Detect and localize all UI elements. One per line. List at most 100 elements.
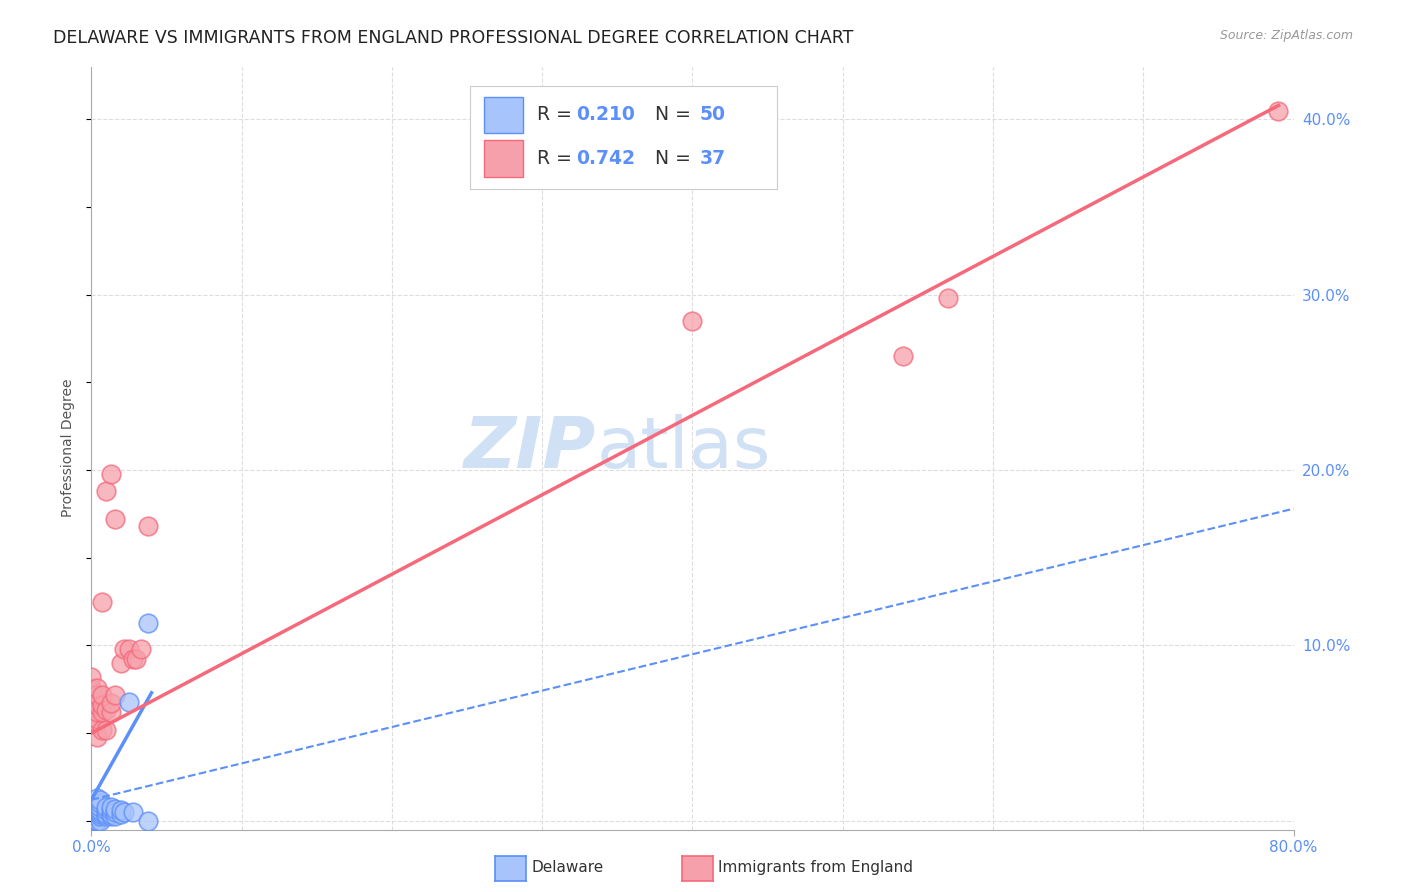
Point — [90, 688, 112, 702]
Point — [89, 793, 111, 807]
Text: 0.742: 0.742 — [576, 149, 636, 168]
Point — [86, 806, 108, 821]
Point — [86, 808, 108, 822]
FancyBboxPatch shape — [485, 140, 523, 177]
Text: atlas: atlas — [596, 414, 770, 483]
Point — [891, 349, 914, 363]
Point — [138, 615, 160, 630]
Point — [104, 801, 127, 815]
Text: DELAWARE VS IMMIGRANTS FROM ENGLAND PROFESSIONAL DEGREE CORRELATION CHART: DELAWARE VS IMMIGRANTS FROM ENGLAND PROF… — [53, 29, 853, 46]
Point — [118, 695, 141, 709]
Point — [80, 808, 103, 822]
Point — [89, 806, 111, 821]
Point — [104, 805, 127, 819]
FancyBboxPatch shape — [470, 86, 776, 189]
FancyBboxPatch shape — [485, 96, 523, 133]
Point — [80, 805, 103, 819]
Point — [100, 467, 122, 481]
Point — [122, 805, 145, 819]
Point — [138, 814, 160, 828]
Point — [86, 805, 108, 819]
Text: ZIP: ZIP — [464, 414, 596, 483]
Point — [90, 705, 112, 719]
Point — [86, 715, 108, 730]
Point — [86, 791, 108, 805]
Text: Delaware: Delaware — [531, 860, 603, 874]
Point — [104, 808, 127, 822]
Point — [96, 808, 118, 822]
Text: N =: N = — [643, 149, 697, 168]
Point — [89, 803, 111, 817]
Point — [122, 652, 145, 666]
Point — [86, 803, 108, 817]
Point — [86, 799, 108, 814]
Point — [681, 314, 703, 328]
Point — [110, 806, 132, 821]
Text: 50: 50 — [700, 105, 725, 125]
Point — [89, 799, 111, 814]
Point — [138, 519, 160, 533]
Text: R =: R = — [537, 149, 578, 168]
Point — [86, 681, 108, 695]
Point — [89, 814, 111, 828]
Point — [80, 688, 103, 702]
Point — [86, 797, 108, 812]
Point — [100, 705, 122, 719]
Point — [80, 699, 103, 714]
Point — [90, 723, 112, 737]
Point — [96, 484, 118, 499]
Point — [118, 642, 141, 657]
Point — [96, 799, 118, 814]
Point — [86, 705, 108, 719]
Point — [80, 695, 103, 709]
Point — [114, 805, 136, 819]
Point — [100, 808, 122, 822]
Text: N =: N = — [643, 105, 697, 125]
Text: 37: 37 — [700, 149, 725, 168]
Point — [86, 730, 108, 744]
Point — [96, 803, 118, 817]
Point — [80, 814, 103, 828]
Point — [100, 806, 122, 821]
Point — [86, 712, 108, 726]
Point — [80, 670, 103, 684]
Text: Immigrants from England: Immigrants from England — [718, 860, 914, 874]
Point — [89, 805, 111, 819]
Point — [125, 652, 148, 666]
Point — [96, 703, 118, 717]
Point — [80, 808, 103, 822]
Point — [86, 688, 108, 702]
Point — [1267, 103, 1289, 118]
Point — [80, 797, 103, 812]
Point — [936, 291, 959, 305]
Point — [129, 642, 152, 657]
Point — [90, 594, 112, 608]
Point — [114, 642, 136, 657]
Point — [89, 797, 111, 811]
Point — [80, 814, 103, 828]
Point — [86, 698, 108, 712]
Point — [80, 808, 103, 822]
Point — [89, 808, 111, 822]
Point — [100, 803, 122, 817]
Point — [80, 808, 103, 822]
Text: Source: ZipAtlas.com: Source: ZipAtlas.com — [1219, 29, 1353, 42]
Point — [100, 799, 122, 814]
Text: 0.210: 0.210 — [576, 105, 634, 125]
Point — [86, 808, 108, 822]
Point — [80, 814, 103, 828]
Point — [100, 696, 122, 710]
Point — [104, 512, 127, 526]
Point — [80, 803, 103, 817]
Point — [86, 814, 108, 828]
Text: R =: R = — [537, 105, 578, 125]
Point — [80, 799, 103, 814]
Point — [80, 717, 103, 731]
Point — [80, 681, 103, 695]
Y-axis label: Professional Degree: Professional Degree — [62, 379, 76, 517]
Point — [104, 688, 127, 702]
Point — [86, 797, 108, 811]
Point — [110, 803, 132, 817]
Point — [80, 808, 103, 822]
Point — [86, 814, 108, 828]
